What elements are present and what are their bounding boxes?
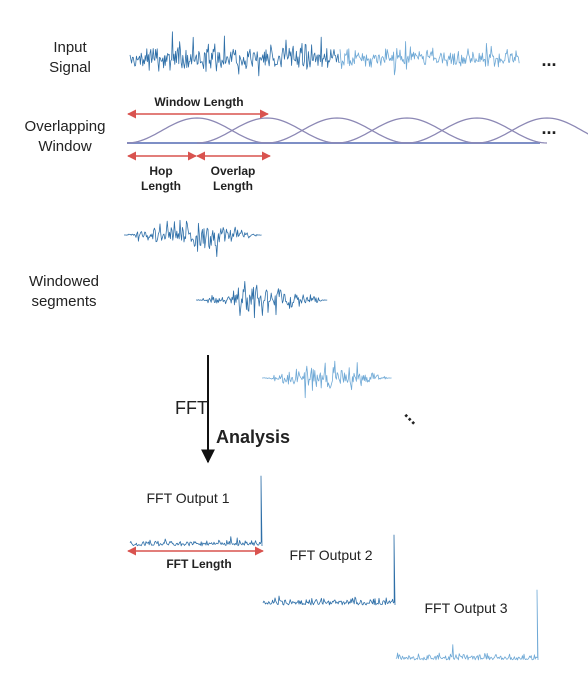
overlapping-window-line-2: Window <box>38 138 92 155</box>
hop-length-label: Hop Length <box>136 164 186 194</box>
input-signal-light <box>339 41 520 76</box>
hop-length-line-1: Hop <box>149 164 173 178</box>
fft-output-3-spectrum <box>395 589 539 661</box>
window-length-label: Window Length <box>154 95 244 109</box>
window-curve-5 <box>406 117 548 144</box>
window-curve-2 <box>196 117 338 144</box>
input-signal-waveform <box>129 31 520 77</box>
window-curve-4 <box>336 117 478 144</box>
windowed-segments <box>124 219 392 399</box>
fft-output-3-label: FFT Output 3 <box>424 600 508 616</box>
input-signal-label: Input Signal <box>30 38 110 78</box>
fft-outputs <box>129 475 539 661</box>
fft-output-1-label: FFT Output 1 <box>146 490 230 506</box>
input-signal-line-1: Input <box>53 39 87 56</box>
window-curve-6 <box>476 117 588 144</box>
overlap-length-line-2: Length <box>213 179 253 193</box>
overlap-length-line-1: Overlap <box>210 164 256 178</box>
windowed-segment-1 <box>124 219 262 257</box>
overlapping-windows <box>126 117 588 144</box>
fft-length-label: FFT Length <box>166 557 232 571</box>
windowed-segment-3 <box>262 360 392 399</box>
overlapping-window-line-1: Overlapping <box>24 118 106 135</box>
analysis-label: Analysis <box>216 427 291 447</box>
input-signal-dark <box>129 31 340 77</box>
hop-length-line-2: Length <box>141 179 181 193</box>
window-curve-3 <box>266 117 408 144</box>
windowed-segments-label: Windowed segments <box>18 272 110 312</box>
overlap-length-label: Overlap Length <box>203 164 263 194</box>
windowed-segments-line-1: Windowed <box>28 273 100 290</box>
overlapping-window-label: Overlapping Window <box>8 117 122 157</box>
fft-output-2-label: FFT Output 2 <box>289 547 373 563</box>
fft-output-1-spectrum <box>129 475 263 547</box>
windowed-segment-2 <box>196 281 328 319</box>
input-signal-ellipsis: ... <box>541 50 557 70</box>
window-curve-1 <box>126 117 268 144</box>
overlapping-window-ellipsis: ... <box>541 118 557 138</box>
input-signal-line-2: Signal <box>49 59 91 76</box>
fft-output-2-spectrum <box>262 534 396 606</box>
fft-label: FFT <box>175 398 208 418</box>
windowed-segments-line-2: segments <box>31 293 97 310</box>
